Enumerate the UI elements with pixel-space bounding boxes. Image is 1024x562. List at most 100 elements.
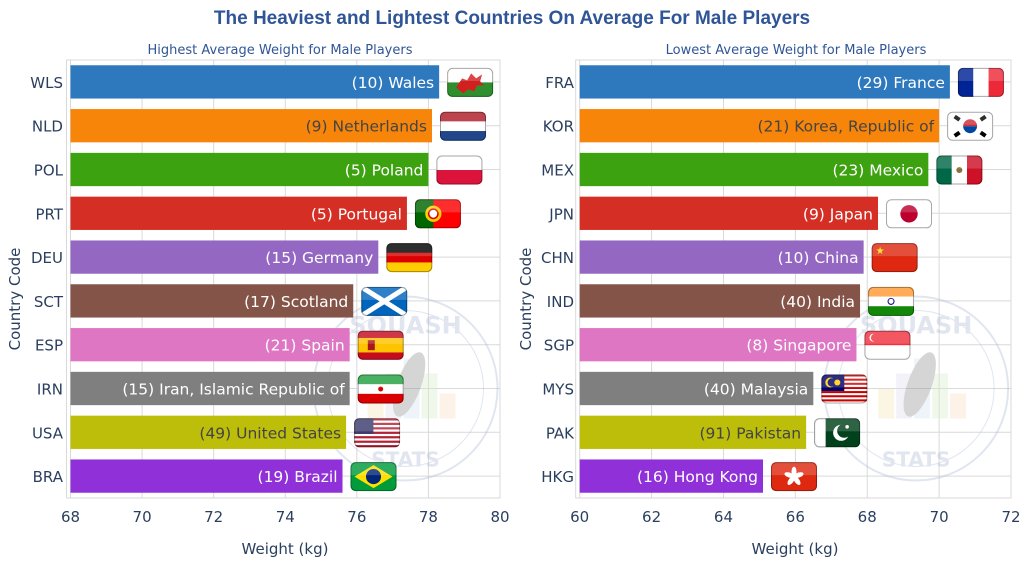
bar-label: (29) France [857,74,945,92]
flag-spain-icon [357,330,404,360]
bar-sct [70,284,354,318]
y-tick-label: SGP [544,337,574,355]
flag-china-icon: ★ [871,243,918,273]
bar-mex [579,152,929,187]
x-tick-label: 62 [642,508,661,526]
bar-pak [579,415,807,449]
bar-sgp [579,328,857,362]
bar-label: (9) Netherlands [306,118,427,136]
x-axis-label: Weight (kg) [752,540,839,558]
flag-malaysia-icon [821,374,868,404]
x-tick-label: 72 [1001,508,1020,526]
y-tick-label: MEX [541,162,574,180]
x-axis-label: Weight (kg) [242,540,329,558]
bar-label: (10) Wales [352,74,435,92]
watermark-text-bottom: STATS [882,448,950,472]
y-tick-label: SCT [34,293,64,311]
bar-label: (8) Singapore [746,337,851,355]
flag-pakistan-icon [814,418,861,448]
y-tick-label: USA [32,424,64,442]
flag-germany-icon [386,243,433,273]
bar-kor [579,109,940,143]
flag-poland-icon [436,155,483,185]
x-tick-label: 80 [490,508,509,526]
flag-wales-icon [447,67,494,97]
x-tick-label: 70 [133,508,152,526]
bar-label: (23) Mexico [832,162,923,180]
flag-scotland-icon [361,286,408,316]
bar-prt [70,196,407,230]
y-tick-label: PAK [546,424,575,442]
flag-singapore-icon [864,330,911,360]
bar-label: (40) Malaysia [704,381,808,399]
y-tick-label: PRT [35,205,63,223]
y-tick-label: KOR [543,118,574,136]
bar-ind [579,284,861,318]
y-axis-label: Country Code [6,248,24,351]
x-tick-label: 72 [204,508,223,526]
bar-label: (91) Pakistan [699,424,801,442]
bar-chn [579,240,864,274]
bar-label: (10) China [778,249,859,267]
y-tick-label: MYS [542,381,574,399]
y-tick-label: FRA [545,74,574,92]
flag-brazil-icon [350,462,397,492]
bar-label: (49) United States [199,424,341,442]
flag-korea-icon [947,111,994,141]
y-tick-label: IRN [37,381,63,399]
y-tick-label: BRA [33,468,64,486]
y-tick-label: HKG [541,468,574,486]
x-tick-label: 68 [858,508,877,526]
bar-label: (17) Scotland [244,293,348,311]
bar-label: (15) Germany [265,249,373,267]
bar-label: (9) Japan [803,205,873,223]
bar-deu [70,240,379,274]
flag-japan-icon [886,199,933,229]
chart-main-title: The Heaviest and Lightest Countries On A… [213,8,811,29]
bar-label: (5) Poland [345,162,424,180]
flag-india-icon [868,286,915,316]
y-tick-label: NLD [32,118,63,136]
bar-label: (15) Iran, Islamic Republic of [122,381,345,399]
x-tick-label: 60 [570,508,589,526]
bar-irn [70,371,350,406]
flag-france-icon [957,67,1004,97]
bar-esp [70,328,350,362]
x-tick-label: 74 [276,508,295,526]
flag-usa-icon [354,418,401,448]
bar-fra [579,65,950,99]
bar-usa [70,415,347,449]
y-tick-label: DEU [31,249,63,267]
x-tick-label: 68 [61,508,80,526]
bar-label: (16) Hong Kong [637,468,758,486]
bar-label: (21) Spain [265,337,345,355]
bar-label: (19) Brazil [258,468,338,486]
bar-bra [70,459,343,493]
bar-label: (40) India [780,293,855,311]
x-tick-label: 78 [419,508,438,526]
bar-hkg [579,459,764,493]
bar-mys [579,371,814,406]
flag-portugal-icon [414,199,461,229]
chart-subtitle: Lowest Average Weight for Male Players [666,43,927,58]
x-tick-label: 76 [347,508,366,526]
x-tick-label: 70 [930,508,949,526]
y-axis-label: Country Code [517,248,535,351]
bar-label: (5) Portugal [311,205,402,223]
y-tick-label: ESP [35,337,63,355]
bar-jpn [579,196,879,230]
y-tick-label: POL [34,162,64,180]
plot-frame [66,59,501,499]
bar-nld [70,109,432,143]
svg-text:★: ★ [876,246,885,257]
bar-pol [70,152,429,187]
x-tick-label: 66 [786,508,805,526]
y-tick-label: CHN [541,249,574,267]
x-tick-label: 64 [714,508,733,526]
plot-frame [575,59,1012,499]
y-tick-label: JPN [548,205,574,223]
